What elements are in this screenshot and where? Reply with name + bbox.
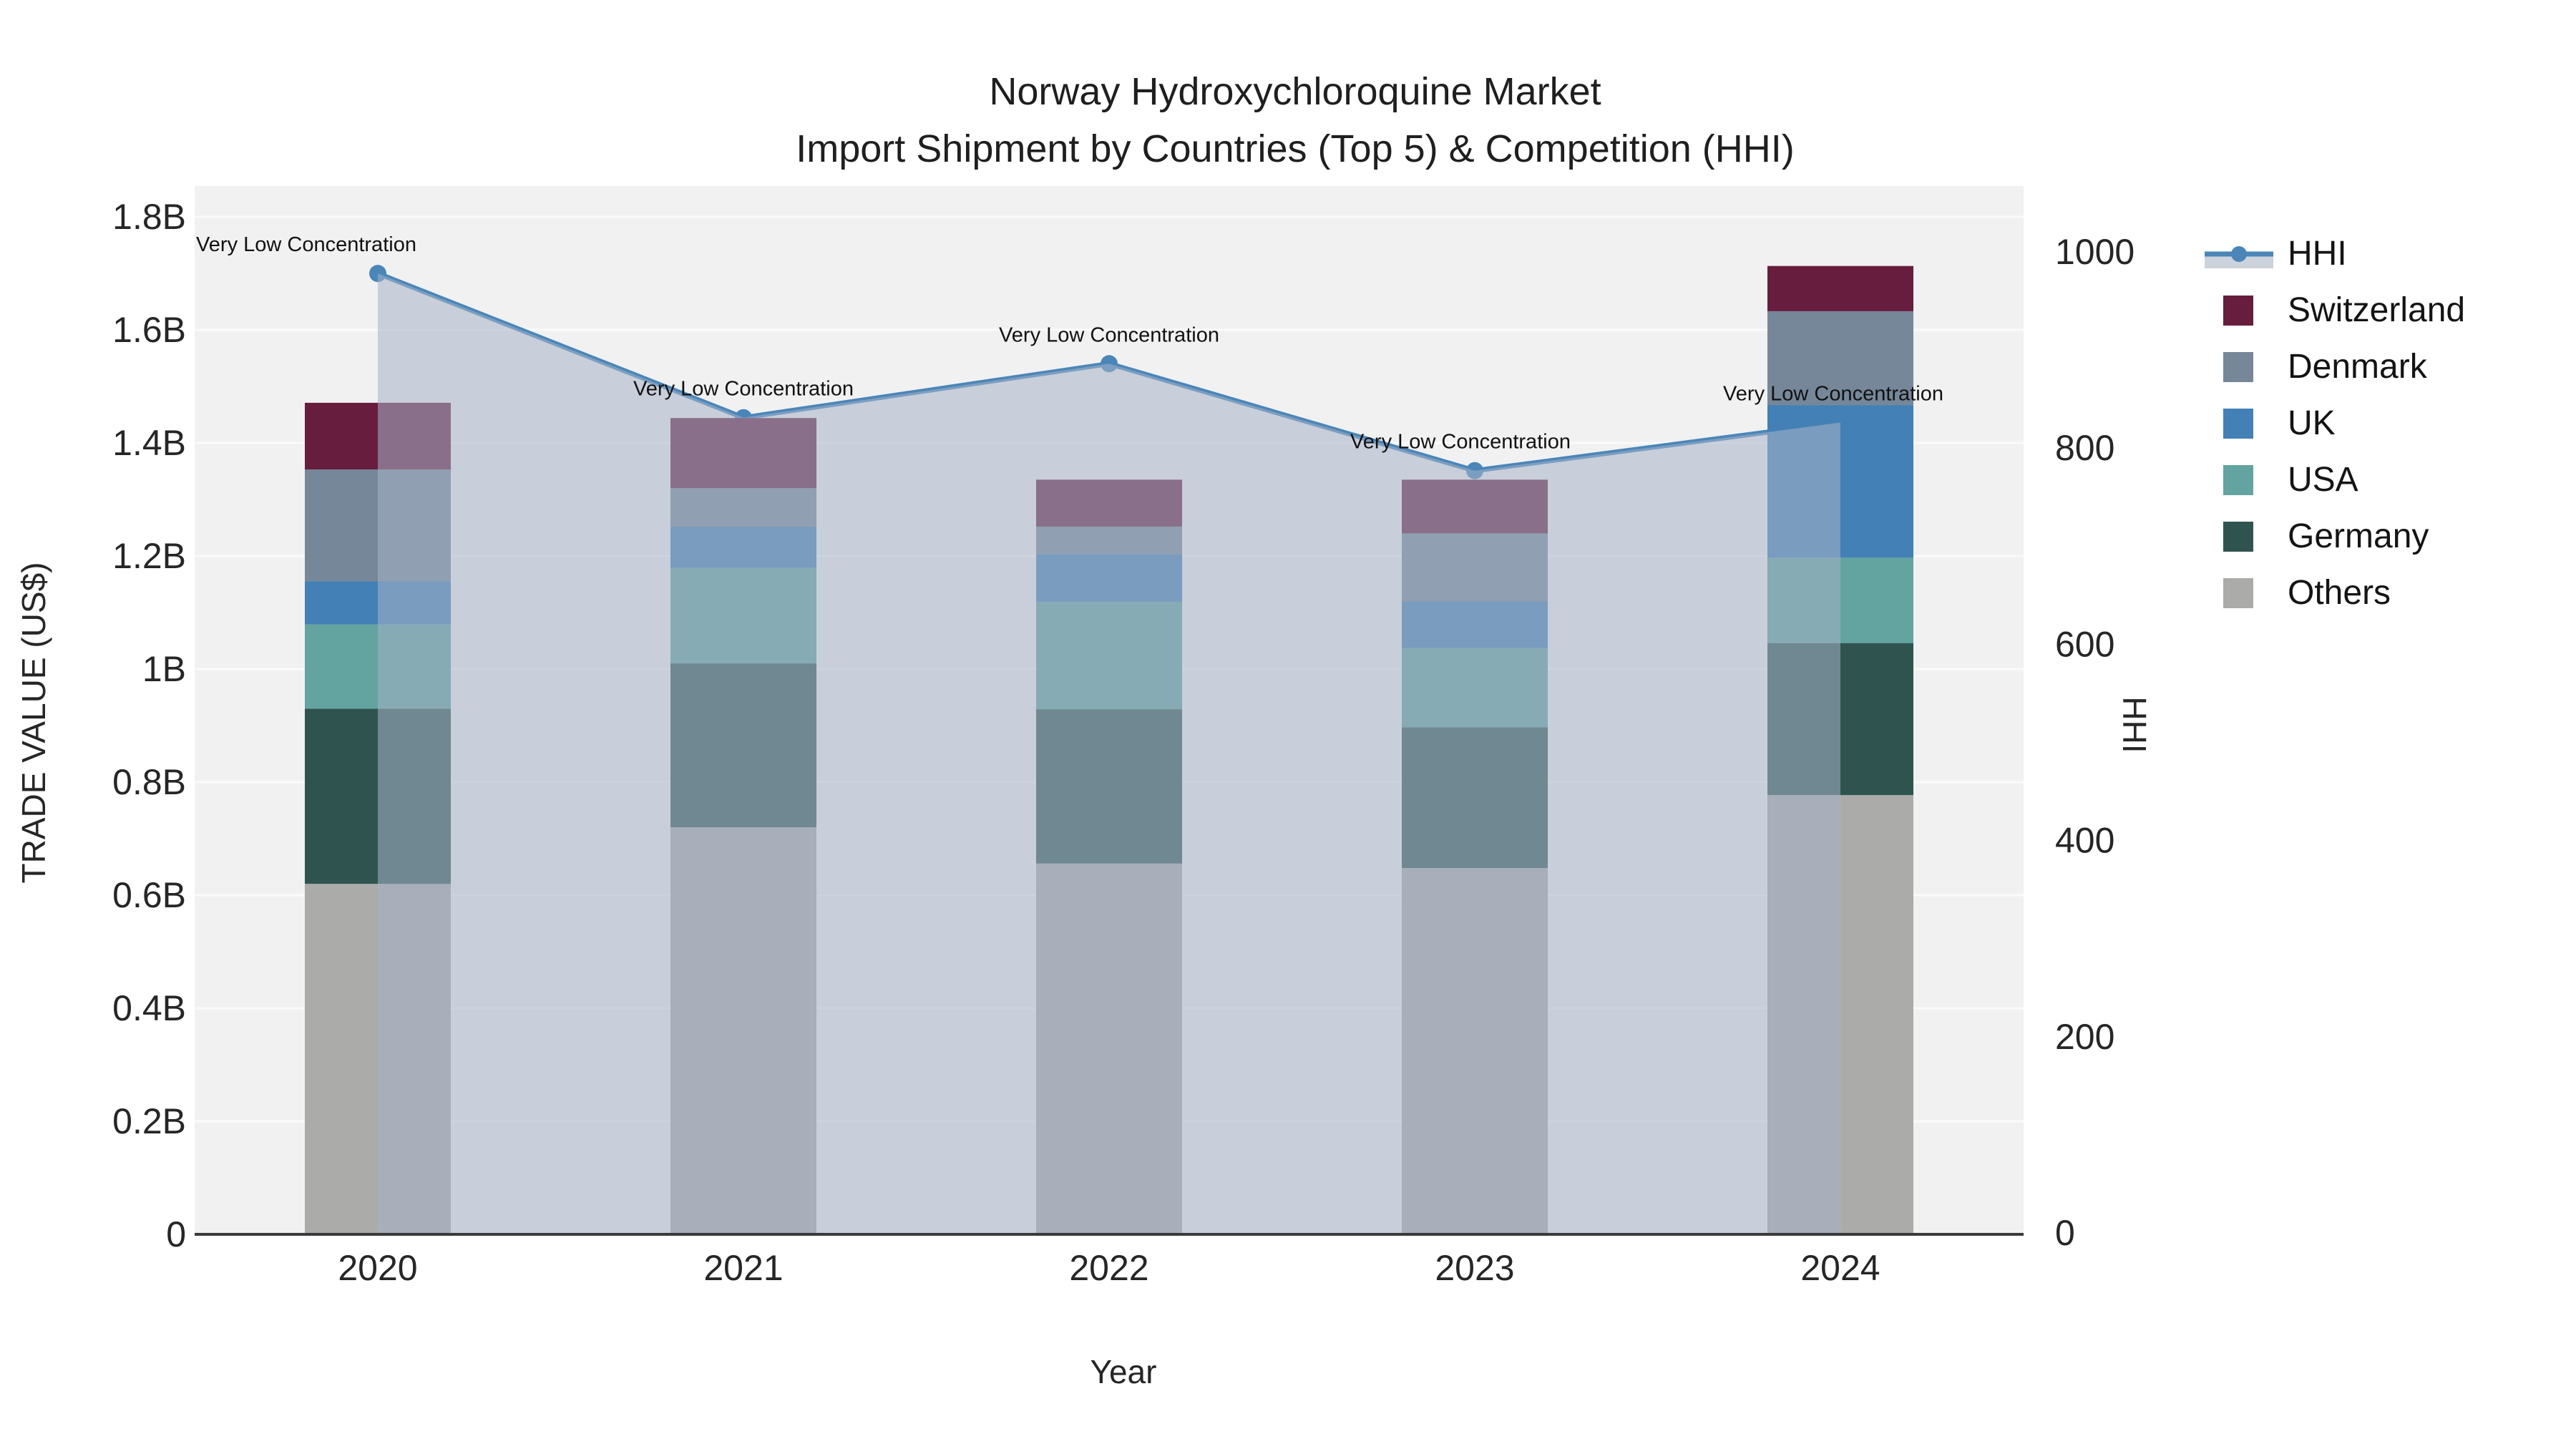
legend-swatch-germany [2223,521,2253,552]
y-right-tick: 400 [2055,821,2114,861]
legend-item-usa[interactable]: USA [2205,452,2576,508]
annotation-2022: Very Low Concentration [999,323,1219,346]
x-tick-2023: 2023 [1435,1248,1514,1288]
y-left-tick: 0.8B [112,762,186,802]
y-right-tick: 0 [2055,1213,2075,1253]
x-tick-2024: 2024 [1800,1248,1880,1288]
legend-label: Germany [2288,517,2429,555]
y-left-tick: 1.8B [112,197,186,237]
annotation-2021: Very Low Concentration [633,378,854,401]
legend-item-others[interactable]: Others [2205,565,2576,621]
chart-title-line1: Norway Hydroxychloroquine Market [989,70,1601,113]
legend-label: Switzerland [2288,291,2466,329]
legend-item-switzerland[interactable]: Switzerland [2205,282,2576,338]
y-left-tick: 1B [142,649,186,689]
legend-swatch-usa [2223,464,2253,495]
x-tick-2021: 2021 [703,1248,783,1288]
bar-2024-switzerland[interactable] [1767,265,1913,311]
y-right-tick: 200 [2055,1017,2114,1057]
hhi-legend-symbol [2205,245,2273,268]
y-left-tick: 0.4B [112,988,186,1028]
legend-swatch-uk [2223,408,2253,439]
legend-label: UK [2288,404,2336,442]
chart-title-line2: Import Shipment by Countries (Top 5) & C… [796,127,1795,170]
x-tick-2020: 2020 [338,1248,417,1288]
legend-item-germany[interactable]: Germany [2205,508,2576,565]
annotation-2023: Very Low Concentration [1350,431,1571,454]
x-axis-title: Year [1090,1353,1157,1390]
y-right-tick: 600 [2055,624,2114,664]
legend-item-hhi[interactable]: HHI [2205,225,2576,282]
legend-swatch-switzerland [2223,295,2253,326]
hhi-area-fill [378,273,1840,1234]
y-right-tick: 800 [2055,428,2114,468]
y-left-tick: 0.2B [112,1101,186,1141]
legend: HHI Switzerland Denmark UK USA Germany Others [2205,225,2576,621]
legend-item-uk[interactable]: UK [2205,395,2576,452]
y-left-tick: 1.6B [112,310,186,350]
legend-swatch-denmark [2223,351,2253,382]
y-left-tick: 1.2B [112,536,186,576]
y-right-tick: 1000 [2055,232,2135,272]
legend-item-denmark[interactable]: Denmark [2205,338,2576,395]
legend-label: USA [2288,461,2358,499]
legend-label: Others [2288,574,2391,612]
annotation-2024: Very Low Concentration [1723,383,1943,406]
bar-2024-denmark[interactable] [1767,311,1913,406]
legend-label: HHI [2288,235,2347,273]
chart-title: Norway Hydroxychloroquine Market Import … [796,63,1795,177]
legend-swatch-others [2223,577,2253,608]
y-left-tick: 1.4B [112,423,186,463]
legend-label: Denmark [2288,348,2427,386]
x-tick-2022: 2022 [1069,1248,1148,1288]
y-left-tick: 0.6B [112,875,186,915]
y-left-tick: 0 [166,1214,186,1254]
annotation-2020: Very Low Concentration [196,233,416,256]
